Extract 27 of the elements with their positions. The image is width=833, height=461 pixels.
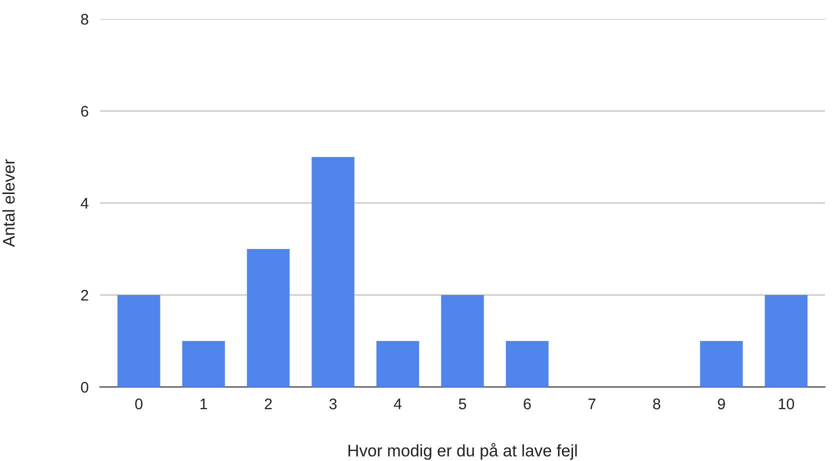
y-tick-label: 8 — [81, 14, 88, 25]
x-tick-label: 6 — [524, 398, 531, 410]
y-tick-label: 4 — [80, 198, 88, 209]
x-axis-title: Hvor modig er du på at lave fejl — [348, 442, 577, 460]
x-tick-label: 0 — [135, 398, 142, 410]
bar — [700, 341, 743, 387]
bar — [312, 157, 354, 387]
x-tick-label: 9 — [718, 398, 725, 410]
y-tick-label: 0 — [80, 382, 88, 393]
bar — [117, 295, 160, 387]
y-tick-label: 2 — [81, 290, 88, 301]
x-tick-label: 4 — [394, 398, 402, 410]
bar — [246, 249, 290, 387]
bar — [441, 295, 484, 387]
bar — [506, 341, 549, 387]
y-axis-title: Antal elever — [2, 159, 15, 247]
x-tick-label: 5 — [458, 398, 466, 410]
bar — [182, 341, 225, 387]
x-tick-label: 10 — [778, 398, 794, 410]
y-tick-label: 6 — [81, 106, 88, 117]
x-tick-label: 3 — [329, 398, 337, 410]
x-tick-label: 7 — [588, 398, 596, 410]
bar — [764, 295, 808, 387]
x-tick-label: 1 — [200, 398, 208, 410]
x-tick-label: 8 — [653, 398, 660, 410]
bar — [376, 341, 420, 387]
x-tick-label: 2 — [264, 398, 272, 410]
